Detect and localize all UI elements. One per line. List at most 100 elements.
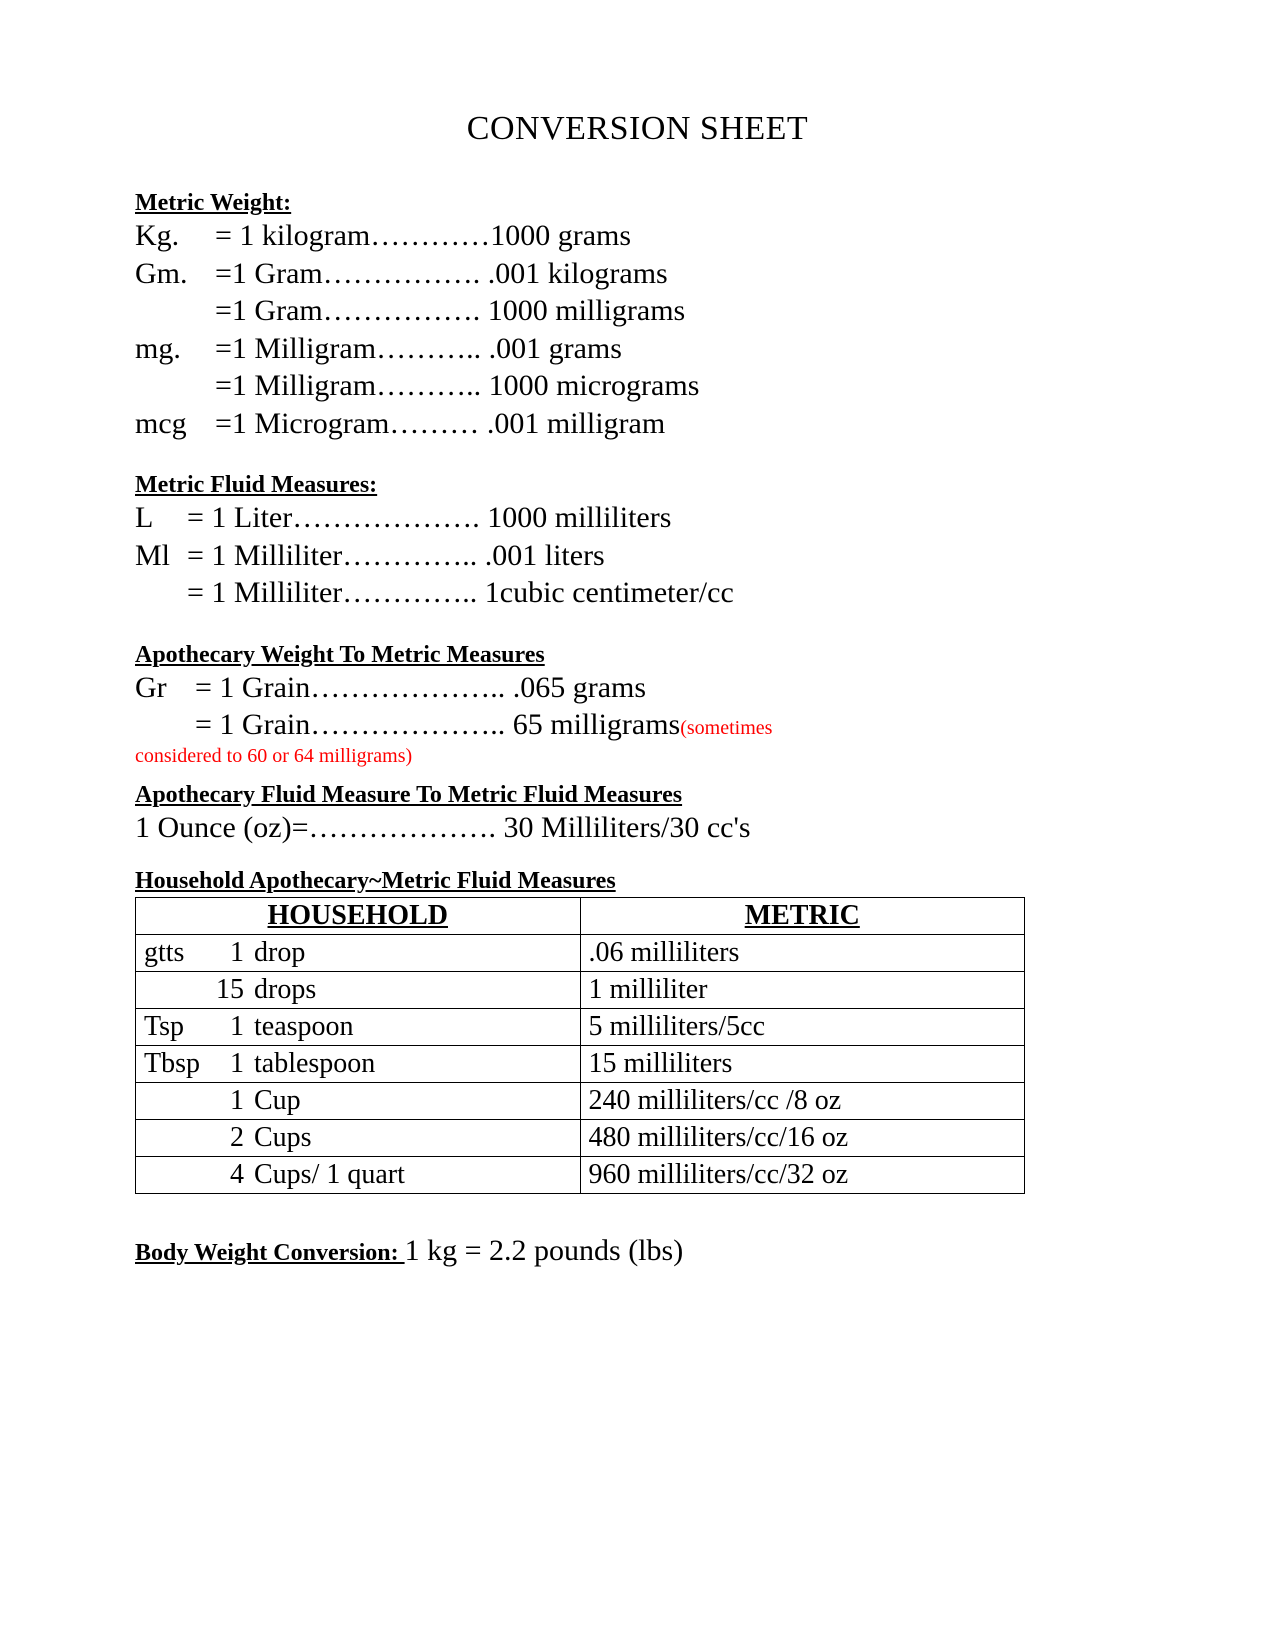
value: 1000 milliliters	[487, 499, 671, 537]
unit: = 1 Liter	[187, 499, 292, 537]
section-heading-metric-weight: Metric Weight:	[135, 190, 1140, 217]
unit: =1 Gram	[215, 292, 323, 330]
body-weight-conversion: Body Weight Conversion: 1 kg = 2.2 pound…	[135, 1234, 1140, 1268]
dots: ………………..	[310, 706, 505, 744]
abbr: Gm.	[135, 255, 215, 293]
body-weight-value: 1 kg = 2.2 pounds (lbs)	[405, 1234, 684, 1267]
page: CONVERSION SHEET Metric Weight: Kg.= 1 k…	[0, 0, 1275, 1650]
dots: ………………..	[310, 669, 505, 707]
metric-cell: 5 milliliters/5cc	[580, 1009, 1025, 1046]
abbr: Tsp	[144, 1011, 212, 1043]
abbr: mg.	[135, 330, 215, 368]
table-row: Tsp1teaspoon 5 milliliters/5cc	[136, 1009, 1025, 1046]
section-heading-household: Household Apothecary~Metric Fluid Measur…	[135, 868, 1140, 895]
unit: drops	[254, 974, 316, 1005]
unit: Cups	[254, 1122, 312, 1153]
dots: ………..	[376, 330, 481, 368]
abbr: L	[135, 499, 187, 537]
unit: = 1 Milliliter	[187, 574, 342, 612]
qty: 1	[144, 1085, 244, 1117]
section-heading-apothecary-fluid: Apothecary Fluid Measure To Metric Fluid…	[135, 782, 1140, 809]
unit: =1 Microgram	[215, 405, 389, 443]
dots: …………..	[342, 574, 477, 612]
unit: = 1 kilogram	[215, 217, 370, 255]
household-cell: gtts1 drop	[136, 935, 581, 972]
unit: =1 Milligram	[215, 367, 376, 405]
conversion-row: Kg.= 1 kilogram…………1000 grams	[135, 217, 1140, 255]
conversion-row: Gm.=1 Gram……………. .001 kilograms	[135, 255, 1140, 293]
conversion-row: mcg=1 Microgram……… .001 milligram	[135, 405, 1140, 443]
body-weight-label: Body Weight Conversion:	[135, 1240, 405, 1266]
abbr: gtts	[144, 937, 212, 969]
value: 65 milligrams	[513, 706, 681, 744]
dots: …………….	[323, 292, 481, 330]
metric-weight-rows: Kg.= 1 kilogram…………1000 grams Gm.=1 Gram…	[135, 217, 1140, 442]
unit: = 1 Milliliter	[187, 537, 342, 575]
abbr: Ml	[135, 537, 187, 575]
table-row: 4 Cups/ 1 quart 960 milliliters/cc/32 oz	[136, 1157, 1025, 1194]
household-cell: 2Cups	[136, 1120, 581, 1157]
abbr: Kg.	[135, 217, 215, 255]
dots: ………	[389, 405, 479, 443]
value: .001 kilograms	[488, 255, 668, 293]
metric-fluid-rows: L= 1 Liter………………. 1000 milliliters Ml= 1…	[135, 499, 1140, 612]
table-header-row: HOUSEHOLD METRIC	[136, 898, 1025, 935]
qty: 1	[212, 937, 244, 969]
dots: …………	[370, 217, 490, 255]
table-row: 15 drops 1 milliliter	[136, 972, 1025, 1009]
table-row: Tbsp1 tablespoon 15 milliliters	[136, 1046, 1025, 1083]
dots: …………….	[323, 255, 481, 293]
metric-cell: 15 milliliters	[580, 1046, 1025, 1083]
metric-cell: 240 milliliters/cc /8 oz	[580, 1083, 1025, 1120]
section-heading-apothecary-weight: Apothecary Weight To Metric Measures	[135, 642, 1140, 669]
conversion-row: L= 1 Liter………………. 1000 milliliters	[135, 499, 1140, 537]
unit: = 1 Grain	[195, 706, 310, 744]
metric-cell: 960 milliliters/cc/32 oz	[580, 1157, 1025, 1194]
table-header-metric: METRIC	[580, 898, 1025, 935]
value: 1000 milligrams	[488, 292, 686, 330]
unit: = 1 Grain	[195, 669, 310, 707]
household-cell: Tsp1teaspoon	[136, 1009, 581, 1046]
unit: Cup	[254, 1085, 301, 1116]
footnote-inline: (sometimes	[680, 717, 772, 739]
dots: ………..	[376, 367, 481, 405]
page-title: CONVERSION SHEET	[135, 110, 1140, 148]
value: 1000 micrograms	[489, 367, 700, 405]
household-cell: 15 drops	[136, 972, 581, 1009]
conversion-row: 1 Ounce (oz)=………………. 30 Milliliters/30 c…	[135, 809, 1140, 847]
qty: 1	[212, 1048, 244, 1080]
metric-cell: 480 milliliters/cc/16 oz	[580, 1120, 1025, 1157]
value: .001 liters	[485, 537, 605, 575]
unit: tablespoon	[254, 1048, 375, 1079]
abbr: Tbsp	[144, 1048, 212, 1080]
table-row: 2Cups 480 milliliters/cc/16 oz	[136, 1120, 1025, 1157]
unit: Cups/ 1 quart	[254, 1159, 405, 1190]
conversion-row: =1 Gram……………. 1000 milligrams	[135, 292, 1140, 330]
apothecary-weight-rows: Gr= 1 Grain……………….. .065 grams = 1 Grain…	[135, 669, 1140, 768]
conversion-row: mg.=1 Milligram……….. .001 grams	[135, 330, 1140, 368]
value: .065 grams	[513, 669, 646, 707]
conversion-row: =1 Milligram……….. 1000 micrograms	[135, 367, 1140, 405]
table-row: 1 Cup 240 milliliters/cc /8 oz	[136, 1083, 1025, 1120]
value: .001 milligram	[487, 405, 665, 443]
metric-cell: 1 milliliter	[580, 972, 1025, 1009]
value: 1000 grams	[490, 217, 631, 255]
household-metric-table: HOUSEHOLD METRIC gtts1drop .06 millilite…	[135, 897, 1025, 1194]
qty: 15	[212, 974, 244, 1006]
unit: =1 Milligram	[215, 330, 376, 368]
footnote-line: considered to 60 or 64 milligrams)	[135, 744, 1140, 768]
qty: 4	[144, 1159, 244, 1191]
conversion-row: Ml= 1 Milliliter………….. .001 liters	[135, 537, 1140, 575]
conversion-row: = 1 Grain……………….. 65 milligrams (sometim…	[135, 706, 1140, 744]
dots: …………..	[342, 537, 477, 575]
unit: drop	[254, 937, 305, 968]
conversion-row: Gr= 1 Grain……………….. .065 grams	[135, 669, 1140, 707]
conversion-row: = 1 Milliliter………….. 1cubic centimeter/c…	[135, 574, 1140, 612]
unit: 1 Ounce (oz)=	[135, 811, 309, 844]
value: .001 grams	[489, 330, 622, 368]
value: 1cubic centimeter/cc	[485, 574, 734, 612]
section-heading-metric-fluid: Metric Fluid Measures:	[135, 472, 1140, 499]
abbr: mcg	[135, 405, 215, 443]
table-header-household: HOUSEHOLD	[136, 898, 581, 935]
unit: teaspoon	[254, 1011, 354, 1042]
